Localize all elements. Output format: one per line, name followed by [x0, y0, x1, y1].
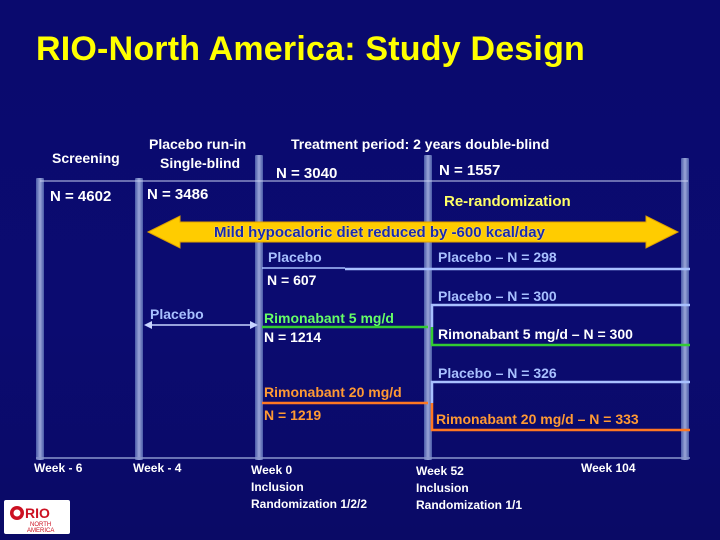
rio-logo-icon: RIO NORTH AMERICA [10, 505, 54, 534]
runin-header-line2: Single-blind [160, 155, 241, 171]
r5-r5-branch [430, 327, 690, 347]
week52-count: N = 1557 [439, 162, 501, 179]
diet-label: Mild hypocaloric diet reduced by -600 kc… [214, 224, 545, 241]
rerandomization-label: Re-randomization [444, 193, 571, 210]
r20-r20-label: Rimonabant 20 mg/d – N = 333 [436, 411, 639, 427]
placebo-arm-count: N = 607 [267, 272, 317, 288]
timeline-bar-week-minus-4 [135, 178, 143, 460]
rio-logo-text: RIO [25, 505, 50, 521]
diet-arrow-shape [146, 215, 680, 249]
timeline-bar-week-0 [255, 155, 263, 460]
r5-placebo-branch [430, 303, 690, 327]
runin-placebo-label: Placebo [150, 306, 204, 322]
treatment-header: Treatment period: 2 years double-blind [291, 136, 550, 152]
week-52-inclusion: Inclusion [416, 481, 469, 495]
week-0-randomization: Randomization 1/2/2 [251, 497, 368, 511]
r20-placebo-label: Placebo – N = 326 [438, 365, 557, 381]
runin-placebo-arrow [144, 321, 258, 329]
r5-arm-label: Rimonabant 5 mg/d [264, 310, 394, 326]
week-52-title: Week 52 [416, 464, 464, 478]
rio-logo-america: AMERICA [27, 528, 54, 534]
r20-arm-count: N = 1219 [264, 407, 322, 423]
placebo-placebo-label: Placebo – N = 298 [438, 249, 557, 265]
r5-r5-label: Rimonabant 5 mg/d – N = 300 [438, 326, 633, 342]
r20-placebo-branch [430, 380, 690, 403]
runin-count: N = 3486 [147, 186, 209, 203]
page-title: RIO-North America: Study Design [36, 30, 586, 68]
timeline-bar-week-minus-6 [36, 178, 44, 460]
week-minus-4-label: Week - 4 [133, 461, 182, 475]
week-minus-6-label: Week - 6 [34, 461, 83, 475]
placebo-arm-label: Placebo [268, 249, 322, 265]
rio-logo: RIO NORTH AMERICA [4, 500, 70, 534]
week-0-inclusion: Inclusion [251, 480, 304, 494]
r5-arm-count: N = 1214 [264, 329, 322, 345]
week-104-label: Week 104 [581, 461, 636, 475]
rio-logo-north: NORTH [30, 522, 51, 528]
timeline-bar-week-104 [681, 158, 689, 460]
r20-r20-branch [430, 403, 690, 432]
week-0-label: Week 0 Inclusion Randomization 1/2/2 [251, 462, 367, 513]
week-52-randomization: Randomization 1/1 [416, 498, 523, 512]
r5-placebo-label: Placebo – N = 300 [438, 288, 557, 304]
screening-count: N = 4602 [50, 188, 112, 205]
week-0-title: Week 0 [251, 463, 293, 477]
r20-arm-label: Rimonabant 20 mg/d [264, 384, 402, 400]
timeline-bar-week-52 [424, 155, 432, 460]
week-52-label: Week 52 Inclusion Randomization 1/1 [416, 463, 522, 514]
runin-header-line1: Placebo run-in [149, 136, 247, 152]
screening-header: Screening [52, 150, 120, 166]
week0-count: N = 3040 [276, 165, 338, 182]
